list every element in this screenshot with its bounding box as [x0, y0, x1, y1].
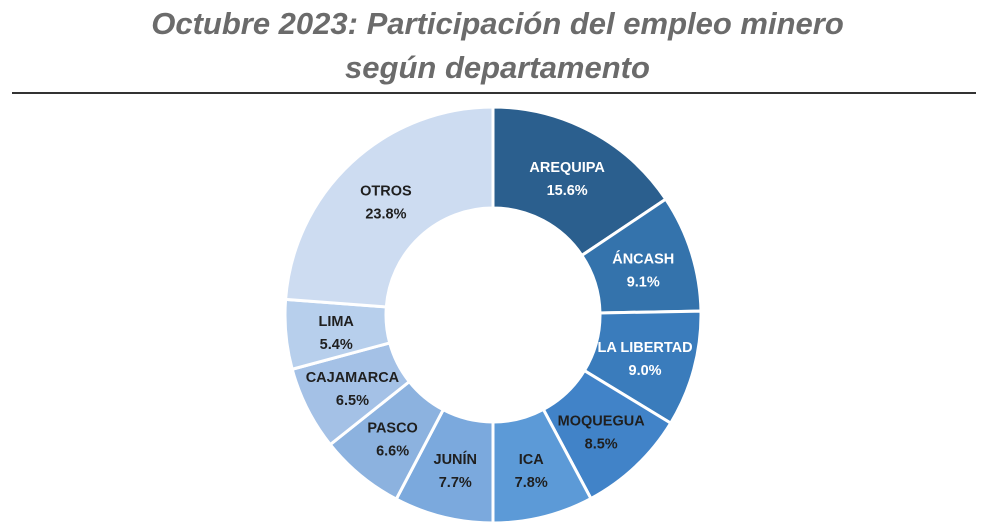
title-divider — [12, 92, 976, 94]
slice-label-cajamarca: CAJAMARCA 6.5% — [306, 370, 400, 409]
slice-label-arequipa: AREQUIPA 15.6% — [529, 160, 605, 199]
slice-label-pasco: PASCO 6.6% — [367, 420, 418, 459]
slice-value-la-libertad: 9.0% — [629, 363, 662, 379]
slice-label-ancash: ÁNCASH 9.1% — [612, 251, 674, 291]
chart-title-line-2: según departamento — [345, 50, 650, 85]
slice-category-cajamarca: CAJAMARCA — [306, 370, 400, 386]
slice-category-lima: LIMA — [318, 314, 354, 330]
slice-label-la-libertad: LA LIBERTAD 9.0% — [598, 340, 693, 379]
slice-value-moquegua: 8.5% — [585, 436, 618, 452]
slice-category-ancash: ÁNCASH — [612, 251, 674, 268]
slice-value-ica: 7.8% — [515, 475, 548, 491]
slice-label-otros: OTROS 23.8% — [360, 184, 412, 223]
slice-category-junin: JUNÍN — [434, 451, 478, 468]
slice-otros — [283, 105, 495, 309]
slice-label-ica: ICA 7.8% — [515, 452, 548, 491]
slice-value-junin: 7.7% — [439, 475, 472, 491]
slice-category-arequipa: AREQUIPA — [529, 160, 605, 176]
slice-value-pasco: 6.6% — [376, 443, 409, 459]
slice-value-lima: 5.4% — [320, 337, 353, 353]
slice-category-moquegua: MOQUEGUA — [558, 413, 646, 429]
slice-category-otros: OTROS — [360, 184, 412, 200]
slice-value-cajamarca: 6.5% — [336, 393, 369, 409]
slice-value-otros: 23.8% — [365, 207, 406, 223]
slice-value-arequipa: 15.6% — [547, 183, 588, 199]
slice-category-pasco: PASCO — [367, 420, 418, 436]
slice-label-lima: LIMA 5.4% — [318, 314, 354, 353]
chart-title-line-1: Octubre 2023: Participación del empleo m… — [151, 6, 844, 41]
slice-value-ancash: 9.1% — [627, 275, 660, 291]
slice-category-ica: ICA — [519, 452, 545, 468]
slice-category-la-libertad: LA LIBERTAD — [598, 340, 693, 356]
slice-label-moquegua: MOQUEGUA 8.5% — [558, 413, 646, 452]
slice-label-junin: JUNÍN 7.7% — [434, 451, 478, 491]
chart-title: Octubre 2023: Participación del empleo m… — [0, 2, 995, 90]
